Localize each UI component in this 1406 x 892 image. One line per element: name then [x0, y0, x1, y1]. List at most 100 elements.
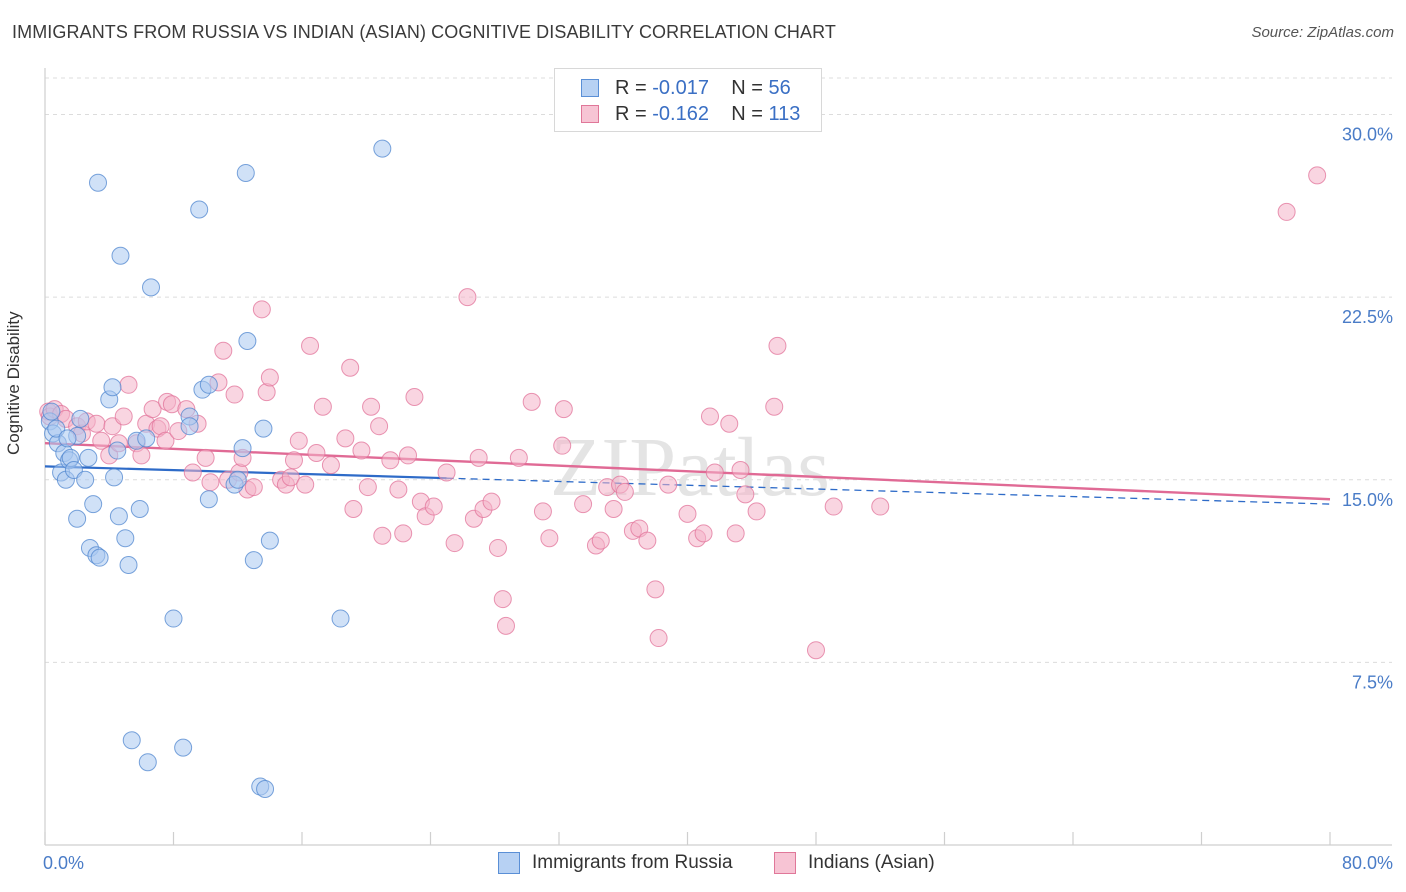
- point-indian: [824, 497, 843, 516]
- legend-swatch-russia: [498, 852, 520, 874]
- data-points: [39, 139, 1327, 798]
- point-indian: [260, 368, 279, 387]
- point-indian: [389, 480, 408, 499]
- point-russia: [238, 331, 257, 350]
- point-indian: [296, 475, 315, 494]
- point-indian: [509, 448, 528, 467]
- point-russia: [122, 731, 141, 750]
- point-indian: [244, 478, 263, 497]
- point-indian: [405, 387, 424, 406]
- point-indian: [196, 448, 215, 467]
- point-russia: [79, 448, 98, 467]
- point-indian: [615, 482, 634, 501]
- point-russia: [130, 499, 149, 518]
- point-indian: [1277, 202, 1296, 221]
- point-indian: [214, 341, 233, 360]
- point-russia: [199, 375, 218, 394]
- point-russia: [42, 402, 61, 421]
- point-russia: [373, 139, 392, 158]
- point-indian: [591, 531, 610, 550]
- point-indian: [765, 397, 784, 416]
- source-label: Source: ZipAtlas.com: [1251, 24, 1394, 41]
- stats-box: R = -0.017 N = 56 R = -0.162 N = 113: [554, 68, 822, 132]
- point-russia: [116, 529, 135, 548]
- point-indian: [720, 414, 739, 433]
- point-indian: [458, 288, 477, 307]
- point-indian: [871, 497, 890, 516]
- point-indian: [533, 502, 552, 521]
- point-indian: [768, 336, 787, 355]
- indians-swatch: [581, 105, 599, 123]
- point-russia: [90, 548, 109, 567]
- point-russia: [76, 470, 95, 489]
- point-indian: [336, 429, 355, 448]
- point-russia: [236, 163, 255, 182]
- point-indian: [87, 414, 106, 433]
- point-indian: [183, 463, 202, 482]
- point-russia: [244, 551, 263, 570]
- point-russia: [105, 468, 124, 487]
- point-indian: [321, 456, 340, 475]
- point-russia: [89, 173, 108, 192]
- point-indian: [156, 431, 175, 450]
- point-russia: [254, 419, 273, 438]
- point-indian: [807, 641, 825, 660]
- trend-line-indians: [44, 442, 1331, 501]
- point-russia: [71, 409, 90, 428]
- trend-line-russia-extrapolated: [446, 477, 1331, 505]
- legend-label-indians: Indians (Asian): [808, 852, 935, 873]
- point-russia: [68, 509, 87, 528]
- point-indian: [700, 407, 719, 426]
- n-label: N =: [731, 103, 763, 125]
- point-indian: [352, 441, 371, 460]
- point-indian: [678, 504, 697, 523]
- legend-label-russia: Immigrants from Russia: [532, 852, 733, 873]
- point-indian: [313, 397, 332, 416]
- r-value: -0.162: [652, 103, 709, 125]
- point-indian: [604, 499, 623, 518]
- point-indian: [358, 478, 377, 497]
- point-indian: [554, 400, 573, 419]
- n-value: 113: [768, 103, 801, 125]
- point-russia: [111, 246, 130, 265]
- point-indian: [437, 463, 456, 482]
- point-indian: [638, 531, 657, 550]
- point-indian: [370, 417, 389, 436]
- point-russia: [331, 609, 350, 628]
- point-indian: [540, 529, 559, 548]
- point-russia: [256, 779, 275, 798]
- point-indian: [373, 526, 392, 545]
- point-indian: [659, 475, 678, 494]
- point-indian: [201, 473, 220, 492]
- point-indian: [252, 300, 271, 319]
- point-russia: [199, 490, 218, 509]
- point-russia: [142, 278, 161, 297]
- point-indian: [362, 397, 381, 416]
- point-indian: [344, 499, 363, 518]
- point-russia: [260, 531, 279, 550]
- n-label: N =: [731, 77, 763, 99]
- point-indian: [289, 431, 308, 450]
- point-russia: [84, 495, 103, 514]
- point-indian: [92, 431, 111, 450]
- y-tick-label: 30.0%: [1342, 125, 1393, 145]
- axes: [44, 68, 1392, 846]
- point-indian: [445, 534, 464, 553]
- point-indian: [424, 497, 443, 516]
- chart-title: IMMIGRANTS FROM RUSSIA VS INDIAN (ASIAN)…: [12, 22, 837, 42]
- point-russia: [108, 441, 127, 460]
- point-indian: [731, 461, 750, 480]
- y-tick-label: 15.0%: [1342, 490, 1393, 510]
- point-indian: [381, 451, 400, 470]
- point-russia: [119, 555, 138, 574]
- point-indian: [694, 524, 713, 543]
- r-label: R =: [615, 77, 647, 99]
- point-indian: [747, 502, 766, 521]
- point-indian: [705, 463, 724, 482]
- n-value: 56: [768, 77, 791, 99]
- point-russia: [58, 429, 77, 448]
- point-russia: [174, 738, 193, 757]
- point-russia: [190, 200, 209, 219]
- point-indian: [482, 492, 501, 511]
